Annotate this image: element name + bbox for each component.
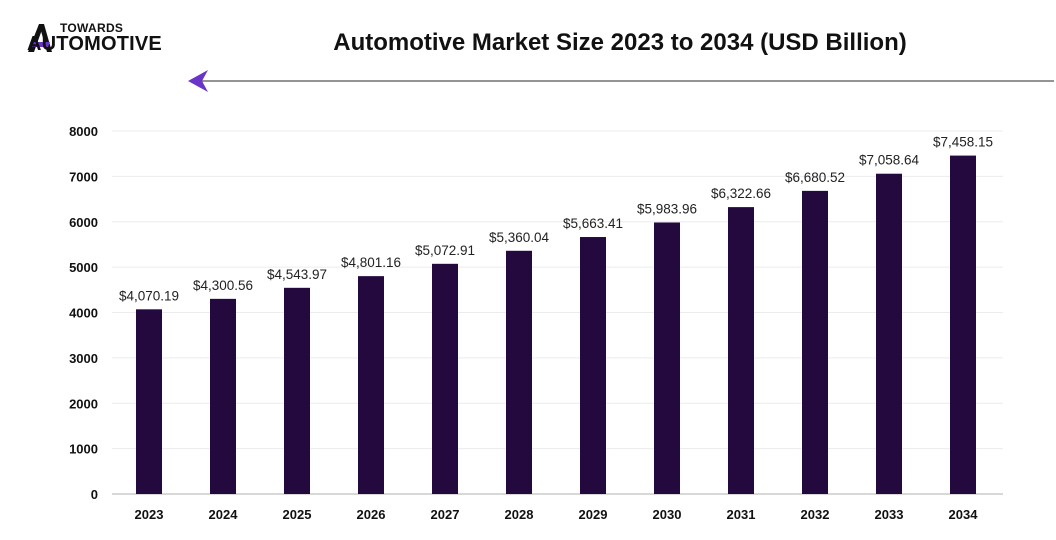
data-label: $4,300.56 xyxy=(193,278,253,293)
bar xyxy=(802,190,828,494)
y-tick-label: 0 xyxy=(91,487,98,502)
bar xyxy=(580,237,606,494)
bar xyxy=(432,263,458,494)
x-tick-label: 2024 xyxy=(209,507,239,522)
bar xyxy=(284,287,310,494)
y-tick-label: 3000 xyxy=(69,351,98,366)
data-label: $6,680.52 xyxy=(785,170,845,185)
data-label: $6,322.66 xyxy=(711,186,771,201)
data-label: $5,360.04 xyxy=(489,230,550,245)
brand-logo: TOWARDS AUTOMOTIVE xyxy=(26,20,201,56)
data-label: $7,058.64 xyxy=(859,153,920,168)
x-tick-label: 2031 xyxy=(727,507,756,522)
data-label: $7,458.15 xyxy=(933,135,993,150)
back-arrow-icon xyxy=(188,70,208,92)
y-tick-label: 5000 xyxy=(69,260,98,275)
y-tick-label: 1000 xyxy=(69,442,98,457)
data-label: $4,070.19 xyxy=(119,288,179,303)
x-tick-label: 2034 xyxy=(949,507,979,522)
bar xyxy=(210,298,236,494)
logo-mark-icon xyxy=(28,24,52,52)
bar xyxy=(136,309,162,494)
x-tick-label: 2030 xyxy=(653,507,682,522)
x-tick-label: 2027 xyxy=(431,507,460,522)
x-tick-label: 2032 xyxy=(801,507,830,522)
x-tick-label: 2028 xyxy=(505,507,534,522)
y-tick-label: 2000 xyxy=(69,396,98,411)
x-tick-label: 2026 xyxy=(357,507,386,522)
bar xyxy=(876,173,902,494)
data-label: $5,983.96 xyxy=(637,201,697,216)
data-label: $5,663.41 xyxy=(563,216,623,231)
bar xyxy=(728,207,754,494)
header-divider xyxy=(188,70,1054,92)
x-tick-label: 2029 xyxy=(579,507,608,522)
chart-title: Automotive Market Size 2023 to 2034 (USD… xyxy=(333,29,907,56)
y-tick-label: 7000 xyxy=(69,169,98,184)
y-tick-label: 6000 xyxy=(69,215,98,230)
bar xyxy=(654,222,680,494)
logo-text-towards: TOWARDS xyxy=(60,21,124,35)
data-label: $4,801.16 xyxy=(341,255,401,270)
bar xyxy=(358,276,384,494)
y-tick-label: 8000 xyxy=(69,124,98,139)
logo-text-automotive: AUTOMOTIVE xyxy=(27,33,162,55)
data-label: $4,543.97 xyxy=(267,267,327,282)
x-tick-label: 2023 xyxy=(135,507,164,522)
bar xyxy=(506,250,532,494)
data-label: $5,072.91 xyxy=(415,243,475,258)
x-tick-label: 2025 xyxy=(283,507,312,522)
x-tick-label: 2033 xyxy=(875,507,904,522)
bar xyxy=(950,155,976,495)
y-tick-label: 4000 xyxy=(69,306,98,321)
